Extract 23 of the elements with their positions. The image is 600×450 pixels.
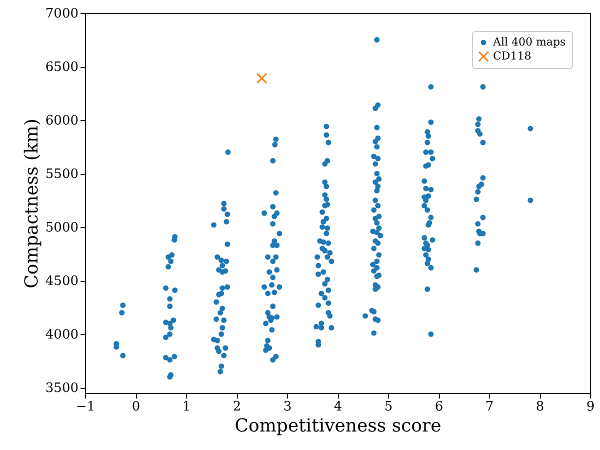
legend-label: All 400 maps bbox=[492, 36, 566, 48]
y-tick-label: 5000 bbox=[45, 220, 78, 236]
x-tick-label: 2 bbox=[232, 400, 242, 414]
x-tick-label: 8 bbox=[536, 400, 544, 414]
x-tick-label: −1 bbox=[76, 400, 96, 414]
x-tick-label: 5 bbox=[384, 400, 393, 414]
y-tick-label: 3500 bbox=[45, 381, 78, 396]
x-tick-label: 7 bbox=[485, 400, 494, 414]
x-tick-label: 3 bbox=[283, 400, 292, 414]
legend-label: CD118 bbox=[493, 50, 532, 62]
x-tick-label: 0 bbox=[132, 400, 140, 414]
x-tick-label: 9 bbox=[586, 400, 595, 414]
y-tick-label: 4500 bbox=[45, 274, 78, 290]
y-tick-label: 4000 bbox=[45, 328, 78, 343]
x-tick-label: 4 bbox=[334, 400, 342, 414]
x-axis-title: Competitiveness score bbox=[234, 416, 442, 436]
y-tick-label: 5500 bbox=[45, 167, 78, 182]
y-axis-title: Compactness (km) bbox=[21, 118, 42, 288]
y-tick-label: 7000 bbox=[45, 6, 78, 22]
x-tick-label: 6 bbox=[434, 400, 444, 414]
x-tick-label: 1 bbox=[182, 400, 191, 414]
y-tick-label: 6500 bbox=[45, 60, 78, 76]
y-tick-label: 6000 bbox=[45, 114, 78, 129]
